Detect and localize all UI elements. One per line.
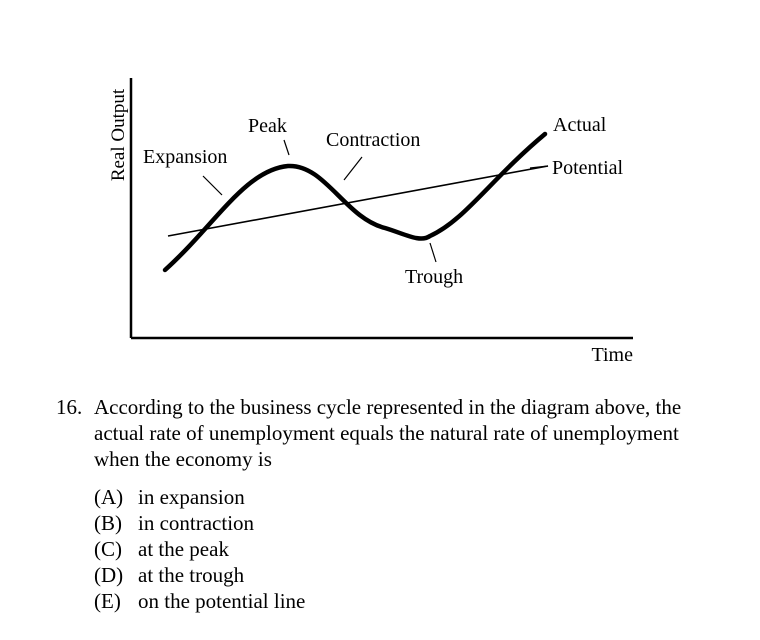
- question-number: 16.: [56, 395, 83, 419]
- choice-d[interactable]: (D) at the trough: [94, 562, 305, 588]
- choice-letter: (D): [94, 563, 124, 587]
- trough-label: Trough: [405, 266, 463, 288]
- choice-b[interactable]: (B) in contraction: [94, 510, 305, 536]
- choice-letter: (A): [94, 485, 124, 509]
- choice-text: at the peak: [138, 537, 229, 561]
- peak-label: Peak: [248, 115, 287, 137]
- choice-c[interactable]: (C) at the peak: [94, 536, 305, 562]
- peak-leader: [283, 139, 290, 156]
- expansion-leader: [202, 175, 223, 196]
- trough-leader: [429, 242, 437, 263]
- business-cycle-diagram: Real Output Time Expansion Peak Contract…: [108, 78, 633, 366]
- choice-e[interactable]: (E) on the potential line: [94, 588, 305, 614]
- choice-letter: (B): [94, 511, 122, 535]
- contraction-label: Contraction: [326, 129, 420, 151]
- actual-label: Actual: [553, 114, 607, 136]
- expansion-label: Expansion: [143, 146, 227, 168]
- actual-curve: [162, 131, 548, 273]
- choice-text: at the trough: [138, 563, 245, 587]
- choice-text: in contraction: [138, 511, 255, 535]
- answer-choices: (A) in expansion (B) in contraction (C) at …: [94, 484, 305, 614]
- contraction-leader: [343, 156, 363, 181]
- choice-a[interactable]: (A) in expansion: [94, 484, 305, 510]
- potential-leader: [529, 165, 549, 169]
- x-axis-label: Time: [591, 344, 633, 366]
- choice-letter: (C): [94, 537, 122, 561]
- y-axis-label: Real Output: [108, 88, 129, 181]
- choice-text: on the potential line: [138, 589, 306, 613]
- question-text: According to the business cycle represen…: [94, 395, 682, 471]
- choice-text: in expansion: [138, 485, 245, 509]
- potential-label: Potential: [552, 157, 624, 179]
- choice-letter: (E): [94, 589, 121, 613]
- potential-line: [167, 165, 549, 237]
